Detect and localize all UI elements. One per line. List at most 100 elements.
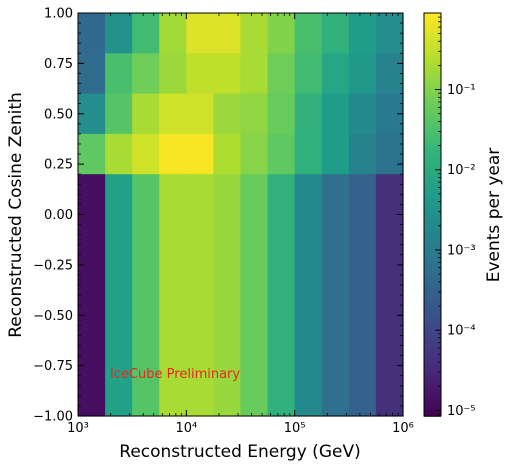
colorbar-segment	[424, 154, 441, 159]
colorbar-segment	[424, 301, 441, 306]
colorbar-segment	[424, 157, 441, 162]
colorbar-segment	[424, 241, 441, 246]
colorbar-segment	[424, 315, 441, 320]
heatmap-cell	[267, 93, 296, 135]
heatmap-cell	[294, 93, 323, 135]
axis-ticks: 10³ 10⁴ 10⁵ 10⁶ 1.00 0.75 0.50 0.25 0.00 −0.25 −0.…	[33, 7, 414, 437]
heatmap-cell	[132, 93, 160, 135]
colorbar-segment	[424, 137, 441, 142]
colorbar-segment	[424, 96, 441, 102]
colorbar-segment	[424, 261, 441, 266]
colorbar-segment	[424, 177, 441, 182]
colorbar-segment	[424, 402, 441, 407]
heatmap-cell	[294, 13, 323, 54]
y-tick-label: 0.00	[44, 208, 73, 223]
colorbar-tick-label: 10⁻¹	[447, 83, 476, 98]
heatmap-cell	[132, 53, 160, 95]
heatmap-cell	[240, 133, 269, 175]
colorbar-segment	[424, 305, 441, 310]
heatmap-cell	[186, 53, 215, 95]
colorbar-segment	[424, 372, 441, 377]
colorbar-segment	[424, 214, 441, 219]
colorbar-segment	[424, 60, 441, 65]
colorbar-segment	[424, 295, 441, 300]
heatmap-cell	[294, 174, 323, 417]
colorbar-segment	[424, 298, 441, 303]
colorbar-segment	[424, 174, 441, 179]
heatmap-cell	[105, 133, 133, 175]
colorbar-segment	[424, 399, 441, 404]
heatmap-cell	[267, 174, 296, 417]
colorbar-segment	[424, 278, 441, 283]
heatmap-cell	[78, 13, 106, 54]
heatmap-cell	[375, 133, 404, 175]
colorbar-segment	[424, 379, 441, 384]
heatmap-cells	[78, 13, 404, 417]
colorbar-segment	[424, 39, 441, 45]
colorbar-segment	[424, 254, 441, 259]
y-tick-label: 0.50	[44, 107, 73, 122]
y-axis-label: Reconstructed Cosine Zenith	[6, 92, 26, 338]
colorbar-segment	[424, 83, 441, 88]
heatmap-cell	[375, 13, 404, 54]
colorbar-segment	[424, 352, 441, 357]
colorbar-segment	[424, 197, 441, 202]
heatmap-cell	[213, 13, 242, 54]
heatmap-cell	[132, 13, 160, 54]
colorbar-segment	[424, 207, 441, 212]
heatmap-cell	[186, 133, 215, 175]
colorbar-label: Events per year	[484, 148, 504, 283]
colorbar-segment	[424, 36, 441, 41]
colorbar-segment	[424, 120, 441, 125]
heatmap-cell	[213, 174, 242, 417]
colorbar-segment	[424, 43, 441, 48]
colorbar-segment	[424, 29, 441, 34]
colorbar-segment	[424, 395, 441, 401]
heatmap-cell	[321, 174, 350, 417]
colorbar-segment	[424, 288, 441, 293]
colorbar-segment	[424, 281, 441, 286]
colorbar-segment	[424, 56, 441, 61]
icecube-preliminary-label: IceCube Preliminary	[110, 367, 240, 382]
y-tick-label: −0.50	[33, 309, 73, 324]
heatmap-cell	[213, 133, 242, 175]
heatmap-cell	[321, 53, 350, 95]
colorbar-segment	[424, 234, 441, 239]
colorbar-segment	[424, 76, 441, 81]
heatmap-cell	[78, 133, 106, 175]
colorbar-segment	[424, 70, 441, 75]
colorbar-segment	[424, 231, 441, 236]
colorbar-segment	[424, 321, 441, 327]
colorbar-segment	[424, 389, 441, 394]
heatmap-cell	[240, 53, 269, 95]
heatmap-cell	[348, 13, 377, 54]
colorbar-segment	[424, 338, 441, 343]
colorbar-segment	[424, 308, 441, 313]
colorbar-segment	[424, 123, 441, 128]
colorbar-segment	[424, 285, 441, 290]
colorbar-tick-label: 10⁻²	[447, 163, 476, 178]
heatmap-cell	[321, 133, 350, 175]
colorbar-segment	[424, 130, 441, 135]
colorbar-tick-label: 10⁻⁵	[447, 404, 476, 419]
colorbar-segment	[424, 217, 441, 223]
colorbar-segment	[424, 271, 441, 276]
colorbar-segment	[424, 409, 441, 414]
colorbar-segment	[424, 33, 441, 38]
colorbar-segment	[424, 133, 441, 139]
heatmap-cell	[321, 13, 350, 54]
heatmap-cell	[240, 93, 269, 135]
heatmap-cell	[348, 174, 377, 417]
colorbar-segment	[424, 204, 441, 209]
colorbar-segment	[424, 368, 441, 374]
colorbar-segment	[424, 26, 441, 31]
colorbar-segment	[424, 16, 441, 21]
colorbar-tick-label: 10⁻³	[447, 243, 476, 258]
heatmap-cell	[159, 133, 187, 175]
x-tick-label: 10⁵	[284, 421, 306, 436]
heatmap-cell	[240, 174, 269, 417]
heatmap-cell	[159, 53, 187, 95]
colorbar-segment	[424, 164, 441, 169]
colorbar-segment	[424, 412, 441, 417]
heatmap-cell	[321, 93, 350, 135]
